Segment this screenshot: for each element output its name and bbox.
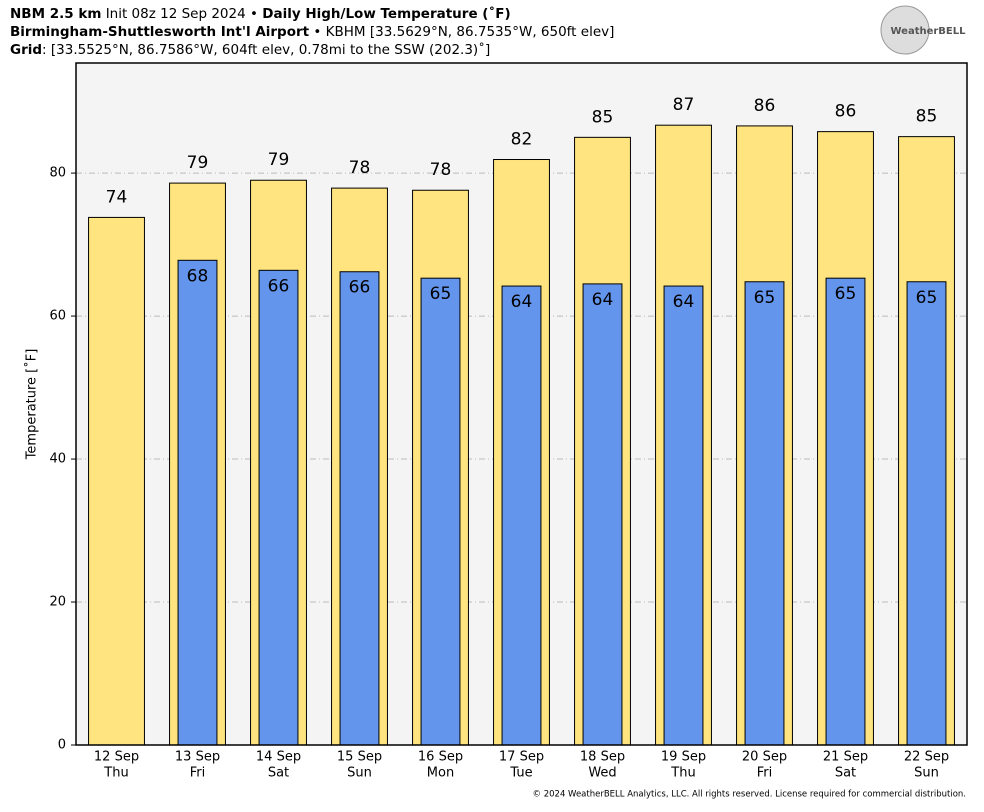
bar <box>177 259 218 746</box>
x-tick-weekday: Sat <box>268 766 289 781</box>
value-label: 65 <box>430 284 452 304</box>
x-tick-weekday: Fri <box>757 766 773 781</box>
value-label: 64 <box>673 292 695 312</box>
x-tick-label: 17 Sep <box>499 750 544 765</box>
bar <box>339 271 380 746</box>
value-label: 78 <box>349 158 371 178</box>
station-info: • KBHM [33.5629°N, 86.7535°W, 650ft elev… <box>313 24 614 40</box>
x-tick-label: 12 Sep <box>94 750 139 765</box>
x-tick-weekday: Fri <box>190 766 206 781</box>
value-label: 68 <box>187 266 209 286</box>
value-label: 85 <box>592 107 614 127</box>
y-tick-label: 80 <box>49 166 66 181</box>
logo: WeatherBELL <box>890 26 966 37</box>
x-tick-weekday: Sun <box>914 766 939 781</box>
header-line-3: Grid: [33.5525°N, 86.7586°W, 604ft elev,… <box>10 41 490 58</box>
header-line-1: NBM 2.5 km Init 08z 12 Sep 2024 • Daily … <box>10 5 511 22</box>
x-tick-label: 18 Sep <box>580 750 625 765</box>
value-label: 79 <box>268 150 290 170</box>
header-line-2: Birmingham-Shuttlesworth Int'l Airport •… <box>10 24 614 40</box>
init: Init 08z 12 Sep 2024 <box>106 6 246 22</box>
bar <box>744 281 785 746</box>
x-tick-weekday: Sun <box>347 766 372 781</box>
y-axis-label: Temperature [˚F] <box>24 349 40 461</box>
value-label: 86 <box>754 96 776 116</box>
x-tick-label: 15 Sep <box>337 750 382 765</box>
y-tick-label: 20 <box>49 595 66 610</box>
x-tick-label: 21 Sep <box>823 750 868 765</box>
sep: • <box>250 6 258 22</box>
footer: © 2024 WeatherBELL Analytics, LLC. All r… <box>533 790 966 800</box>
value-label: 82 <box>511 130 533 150</box>
x-tick-weekday: Mon <box>427 766 454 781</box>
bar <box>582 283 623 746</box>
title: Daily High/Low Temperature (˚F) <box>262 5 510 22</box>
grid-info: : [33.5525°N, 86.7586°W, 604ft elev, 0.7… <box>42 41 490 58</box>
value-label: 66 <box>268 276 290 296</box>
x-tick-weekday: Thu <box>670 766 695 781</box>
x-tick-weekday: Thu <box>103 766 128 781</box>
value-label: 79 <box>187 153 209 173</box>
x-tick-weekday: Sat <box>835 766 856 781</box>
bar <box>906 281 947 746</box>
value-label: 66 <box>349 278 371 298</box>
value-label: 87 <box>673 95 695 115</box>
value-label: 85 <box>916 107 938 127</box>
y-tick-label: 60 <box>49 309 66 324</box>
x-tick-label: 20 Sep <box>742 750 787 765</box>
logo-icon <box>880 5 930 55</box>
x-tick-weekday: Tue <box>509 766 532 781</box>
grid-label: Grid <box>10 42 42 58</box>
value-label: 64 <box>592 290 614 310</box>
value-label: 65 <box>916 288 938 308</box>
bar <box>663 285 704 746</box>
value-label: 65 <box>754 288 776 308</box>
station: Birmingham-Shuttlesworth Int'l Airport <box>10 24 310 40</box>
x-tick-label: 14 Sep <box>256 750 301 765</box>
value-label: 74 <box>106 187 128 207</box>
bar <box>420 277 461 746</box>
x-tick-weekday: Wed <box>588 766 616 781</box>
x-tick-label: 19 Sep <box>661 750 706 765</box>
bar <box>825 277 866 746</box>
value-label: 86 <box>835 102 857 122</box>
x-tick-label: 16 Sep <box>418 750 463 765</box>
value-label: 65 <box>835 284 857 304</box>
value-label: 78 <box>430 160 452 180</box>
bar <box>88 216 145 746</box>
bar <box>501 285 542 746</box>
y-tick-label: 40 <box>49 452 66 467</box>
value-label: 64 <box>511 292 533 312</box>
x-tick-label: 22 Sep <box>904 750 949 765</box>
model: NBM 2.5 km <box>10 6 101 22</box>
x-tick-label: 13 Sep <box>175 750 220 765</box>
plot-frame <box>75 62 968 746</box>
bar <box>258 269 299 746</box>
y-tick-label: 0 <box>58 738 66 753</box>
